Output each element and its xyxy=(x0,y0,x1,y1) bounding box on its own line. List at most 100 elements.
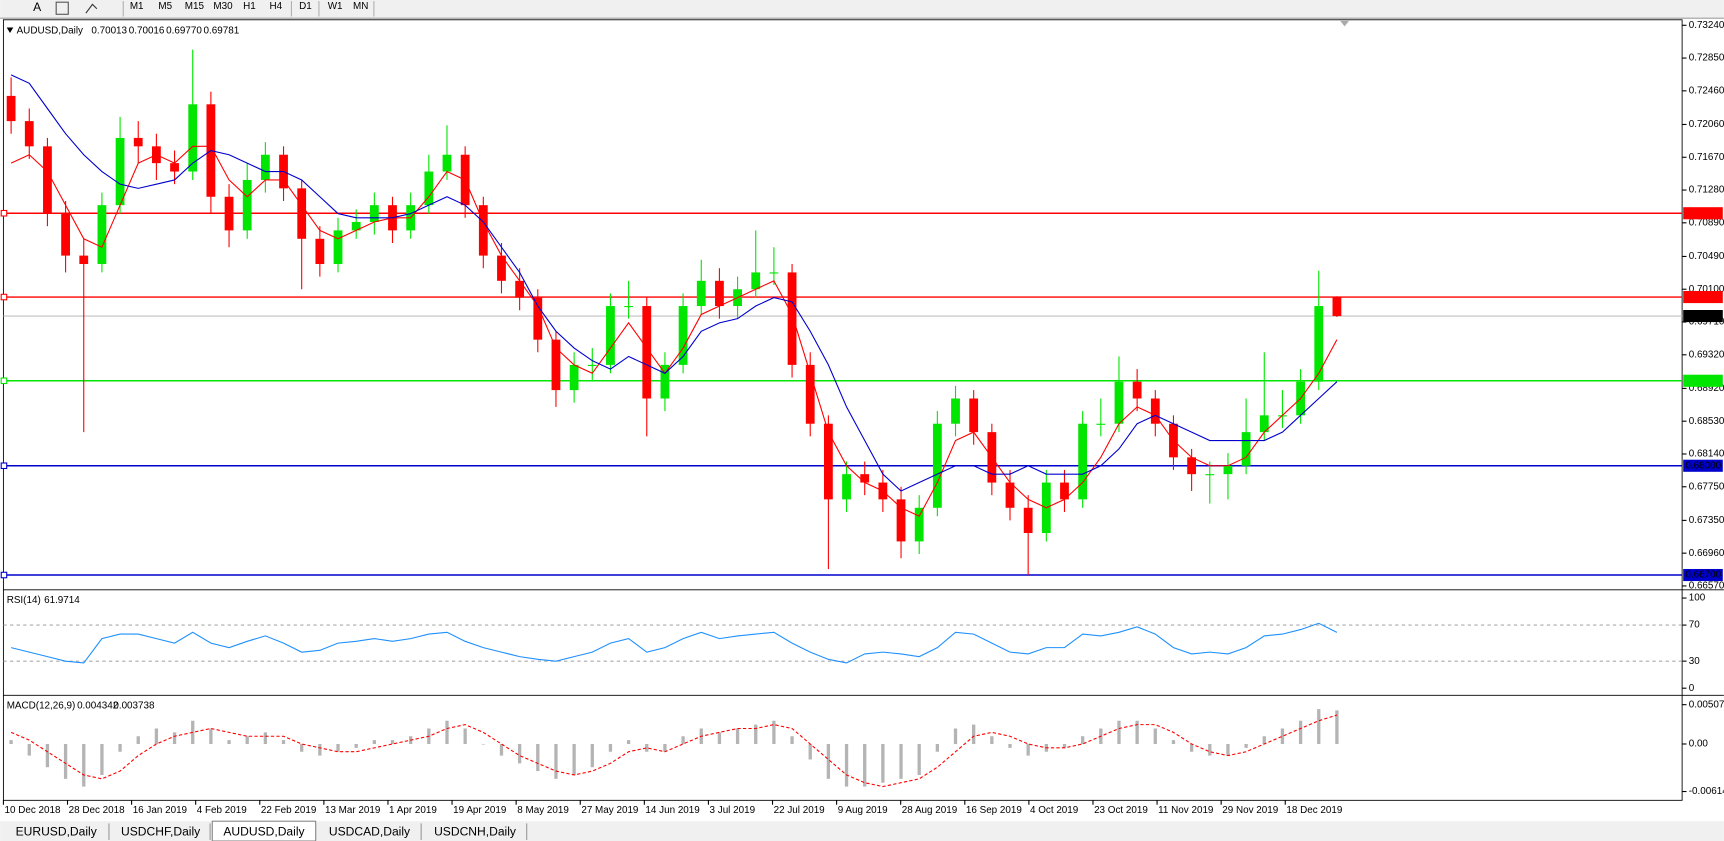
x-tick-label: 16 Sep 2019 xyxy=(966,805,1023,816)
timeframe-button[interactable]: M1 xyxy=(130,1,144,12)
candle-body xyxy=(1023,507,1033,533)
macd-histogram-bar xyxy=(1153,728,1157,744)
x-tick-label: 23 Oct 2019 xyxy=(1094,805,1148,816)
level-label: 0.66700 xyxy=(1685,570,1721,581)
collapse-arrow[interactable] xyxy=(6,27,14,33)
level-anchor xyxy=(0,462,8,470)
macd-histogram-bar xyxy=(517,743,522,764)
macd-histogram-bar xyxy=(445,720,449,744)
macd-histogram-bar xyxy=(336,743,340,752)
macd-signal-line xyxy=(10,714,1338,788)
macd-histogram-bar xyxy=(1062,743,1067,748)
candle-body xyxy=(769,272,779,274)
candle-body xyxy=(224,196,234,231)
macd-histogram-bar xyxy=(863,743,867,787)
candle-body xyxy=(260,154,270,180)
ohlc-value: 0.69781 xyxy=(203,25,239,36)
candle-body xyxy=(43,146,52,214)
macd-histogram-bar xyxy=(318,743,322,756)
timeframe-button[interactable]: MN xyxy=(353,1,368,12)
candle-body xyxy=(1096,423,1106,425)
x-tick-label: 3 Jul 2019 xyxy=(710,805,756,816)
y-tick-label: 0.72460 xyxy=(1689,85,1724,96)
x-tick-label: 29 Nov 2019 xyxy=(1222,805,1279,816)
macd-histogram-bar xyxy=(499,743,504,756)
ohlc-value: 0.69770 xyxy=(166,25,202,36)
candle-body xyxy=(1150,398,1160,424)
timeframe-button[interactable]: H4 xyxy=(269,1,282,12)
level-label-box xyxy=(1683,207,1723,220)
candle-body xyxy=(642,306,652,399)
macd-histogram-bar xyxy=(45,743,50,768)
macd-histogram-bar xyxy=(844,743,849,787)
chart-frame xyxy=(2,19,1683,801)
macd-histogram-bar xyxy=(572,743,576,775)
timeframe-button[interactable]: M5 xyxy=(158,1,172,12)
timeframe-button[interactable]: D1 xyxy=(299,1,312,12)
tab-label[interactable]: AUDUSD,Daily xyxy=(223,824,305,838)
candle-body xyxy=(133,137,143,147)
macd-histogram-bar xyxy=(899,743,903,779)
macd-histogram-bar xyxy=(645,743,649,752)
rsi-name: RSI(14) xyxy=(7,595,41,606)
candle-body xyxy=(242,179,252,231)
macd-histogram-bar xyxy=(554,743,558,779)
macd-histogram-bar xyxy=(1026,743,1030,756)
candle-body xyxy=(842,474,851,500)
x-tick-label: 27 May 2019 xyxy=(581,805,639,816)
y-tick-label: 0.69320 xyxy=(1689,349,1724,360)
macd-histogram-bar xyxy=(209,728,213,744)
tab-label[interactable]: USDCAD,Daily xyxy=(329,824,411,838)
candle-body xyxy=(1187,457,1197,475)
candle-body xyxy=(587,364,597,366)
timeframe-button[interactable]: M15 xyxy=(185,1,205,12)
candle-body xyxy=(61,213,70,256)
y-tick-label: 0.005076 xyxy=(1689,699,1724,710)
macd-histogram-bar xyxy=(9,740,13,744)
x-tick-label: 22 Feb 2019 xyxy=(261,805,317,816)
macd-histogram-bar xyxy=(881,743,885,783)
candle-body xyxy=(951,398,960,424)
candle-body xyxy=(696,280,706,307)
tab-label[interactable]: USDCHF,Daily xyxy=(121,824,201,838)
textlabel-tool[interactable] xyxy=(55,1,69,15)
rsi-line xyxy=(10,622,1338,664)
macd-histogram-bar xyxy=(536,743,540,772)
y-tick-label: 0 xyxy=(1689,683,1695,694)
y-tick-label: 0.66960 xyxy=(1689,548,1724,559)
y-tick-label: 100 xyxy=(1689,593,1706,604)
macd-histogram-bar xyxy=(463,728,467,744)
macd-histogram-bar xyxy=(754,724,758,744)
macd-histogram-bar xyxy=(917,743,921,775)
x-tick-label: 10 Dec 2018 xyxy=(5,805,62,816)
candle-body xyxy=(533,297,543,340)
level-anchor xyxy=(0,209,8,217)
timeframe-button[interactable]: H1 xyxy=(243,1,256,12)
x-tick-label: 13 Mar 2019 xyxy=(325,805,381,816)
level-label-box xyxy=(1683,374,1723,387)
candle-body xyxy=(678,306,688,365)
tab-label[interactable]: USDCNH,Daily xyxy=(434,824,517,838)
candle-body xyxy=(297,188,307,239)
macd-histogram-bar xyxy=(590,743,594,768)
timeframe-button[interactable]: M30 xyxy=(213,1,233,12)
macd-histogram-bar xyxy=(300,743,304,752)
level-anchor xyxy=(0,571,8,579)
candle-body xyxy=(188,104,198,172)
text-tool[interactable]: A xyxy=(33,0,42,14)
x-tick-label: 9 Aug 2019 xyxy=(838,805,888,816)
macd-histogram-bar xyxy=(372,740,376,744)
arrows-tool[interactable] xyxy=(85,3,98,14)
macd-histogram-bar xyxy=(1298,720,1303,744)
x-tick-label: 4 Feb 2019 xyxy=(197,805,247,816)
candle-body xyxy=(551,339,561,391)
timeframe-button[interactable]: W1 xyxy=(328,1,343,12)
tab-label[interactable]: EURUSD,Daily xyxy=(16,824,98,838)
y-tick-label: 0.67750 xyxy=(1689,481,1724,492)
candle-body xyxy=(1259,415,1269,433)
macd-histogram-bar xyxy=(1262,736,1266,744)
macd-histogram-bar xyxy=(1135,720,1139,744)
y-tick-label: 0.68140 xyxy=(1689,449,1724,460)
candle-body xyxy=(660,364,670,399)
